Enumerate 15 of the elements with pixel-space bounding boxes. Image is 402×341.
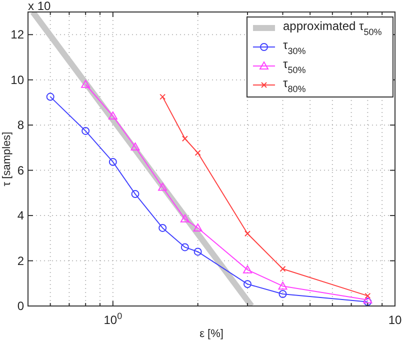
legend-label: τ$_{50%}$ (283, 57, 306, 75)
y-tick-label: 10 (10, 72, 24, 87)
y-tick-label: 0 (17, 299, 24, 313)
legend-label: τ$_{30%}$ (283, 38, 306, 56)
legend-label: τ$_{80%}$ (283, 76, 306, 94)
legend-label: approximated τ$_{50%}$ (283, 19, 382, 37)
y-tick-label: 4 (17, 208, 24, 223)
annotation: x 10 (28, 0, 52, 13)
y-axis-title: τ [samples] (1, 132, 13, 186)
y-tick-label: 12 (10, 28, 24, 42)
y-tick-label: 8 (17, 118, 24, 132)
x-tick-label: 10$^{0}$ (104, 311, 122, 327)
y-tick-label: 2 (17, 254, 24, 268)
x-axis-title: ε [%] (200, 328, 224, 340)
y-tick-label: 6 (17, 163, 24, 178)
